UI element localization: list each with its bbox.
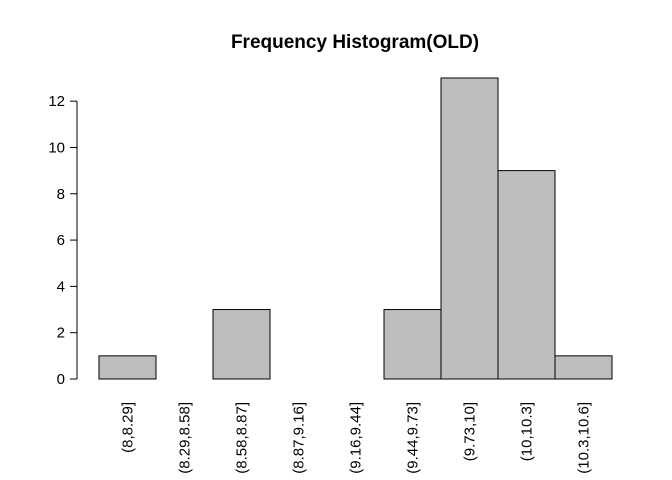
x-tick-label: (10,10.3] [519,402,536,461]
histogram-bar [212,309,271,380]
x-tick-label: (9.73,10] [462,402,479,461]
x-tick-label: (8.58,8.87] [234,402,251,474]
histogram-bar [98,355,157,380]
y-axis: 0 2 4 6 8 10 12 [48,93,78,388]
x-tick-label: (9.16,9.44] [348,402,365,474]
chart-title: Frequency Histogram(OLD) [231,32,479,53]
histogram-bar [497,170,556,380]
x-tick-label: (8.29,8.58] [177,402,194,474]
y-tick-label: 8 [57,186,65,203]
y-tick-label: 6 [57,232,65,249]
histogram-bar [440,77,499,380]
x-axis-labels: (8,8.29] (8.29,8.58] (8.58,8.87] (8.87,9.16… [120,402,593,474]
y-tick-label: 0 [57,371,65,388]
y-tick-label: 12 [48,93,65,110]
y-tick-label: 10 [48,139,65,156]
bars [98,77,613,380]
x-tick-label: (8,8.29] [120,402,137,453]
y-tick-label: 2 [57,325,65,342]
histogram-bar [383,309,442,380]
y-tick-label: 4 [57,278,65,295]
histogram-bar [554,355,613,380]
x-tick-label: (10.3,10.6] [576,402,593,474]
x-tick-label: (9.44,9.73] [405,402,422,474]
x-tick-label: (8.87,9.16] [291,402,308,474]
